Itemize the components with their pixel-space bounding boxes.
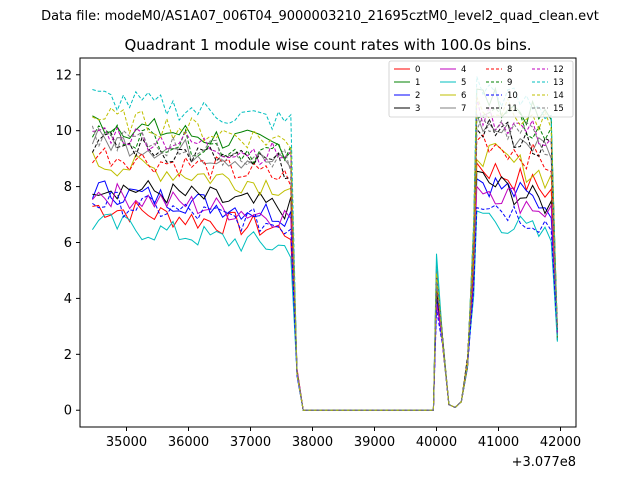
- x-tick-label: 39000: [354, 435, 395, 450]
- legend-label-8: 8: [507, 65, 512, 75]
- legend-label-11: 11: [507, 104, 518, 114]
- y-tick-label: 8: [64, 180, 72, 195]
- series-layer: [91, 76, 558, 411]
- y-tick-label: 6: [64, 236, 72, 251]
- y-tick-label: 2: [64, 348, 72, 363]
- legend-label-0: 0: [415, 65, 420, 75]
- plot-frame: [80, 58, 576, 427]
- chart-title: Quadrant 1 module wise count rates with …: [124, 36, 531, 54]
- legend-label-10: 10: [507, 91, 518, 101]
- x-tick-label: 40000: [416, 435, 457, 450]
- x-tick-label: 42000: [540, 435, 581, 450]
- y-tick-label: 12: [55, 68, 72, 83]
- legend-label-14: 14: [553, 91, 564, 101]
- legend-label-7: 7: [461, 104, 466, 114]
- x-offset-label: +3.077e8: [512, 455, 576, 470]
- plot-area: [79, 57, 577, 428]
- legend-label-4: 4: [461, 65, 466, 75]
- legend-label-5: 5: [461, 78, 466, 88]
- legend-label-15: 15: [553, 104, 564, 114]
- legend-label-9: 9: [507, 78, 512, 88]
- series-line-15: [91, 114, 558, 411]
- legend-box: [388, 60, 574, 118]
- legend-label-3: 3: [415, 104, 420, 114]
- figure-suptitle: Data file: modeM0/AS1A07_006T04_90000032…: [41, 9, 599, 24]
- legend-label-13: 13: [553, 78, 564, 88]
- x-tick-label: 38000: [292, 435, 333, 450]
- x-tick-label: 37000: [230, 435, 271, 450]
- y-axis: 0 2 4 6 8 10 12: [55, 68, 80, 419]
- legend-label-2: 2: [415, 91, 420, 101]
- x-tick-label: 36000: [168, 435, 209, 450]
- legend-label-6: 6: [461, 91, 466, 101]
- y-tick-label: 4: [64, 292, 72, 307]
- legend-label-12: 12: [553, 65, 564, 75]
- y-tick-label: 0: [64, 404, 72, 419]
- x-tick-label: 41000: [478, 435, 519, 450]
- y-tick-label: 10: [55, 124, 72, 139]
- x-axis: 35000 36000 37000 38000 39000 40000 41000 42000: [106, 427, 581, 450]
- legend-label-1: 1: [415, 78, 420, 88]
- x-tick-label: 35000: [106, 435, 147, 450]
